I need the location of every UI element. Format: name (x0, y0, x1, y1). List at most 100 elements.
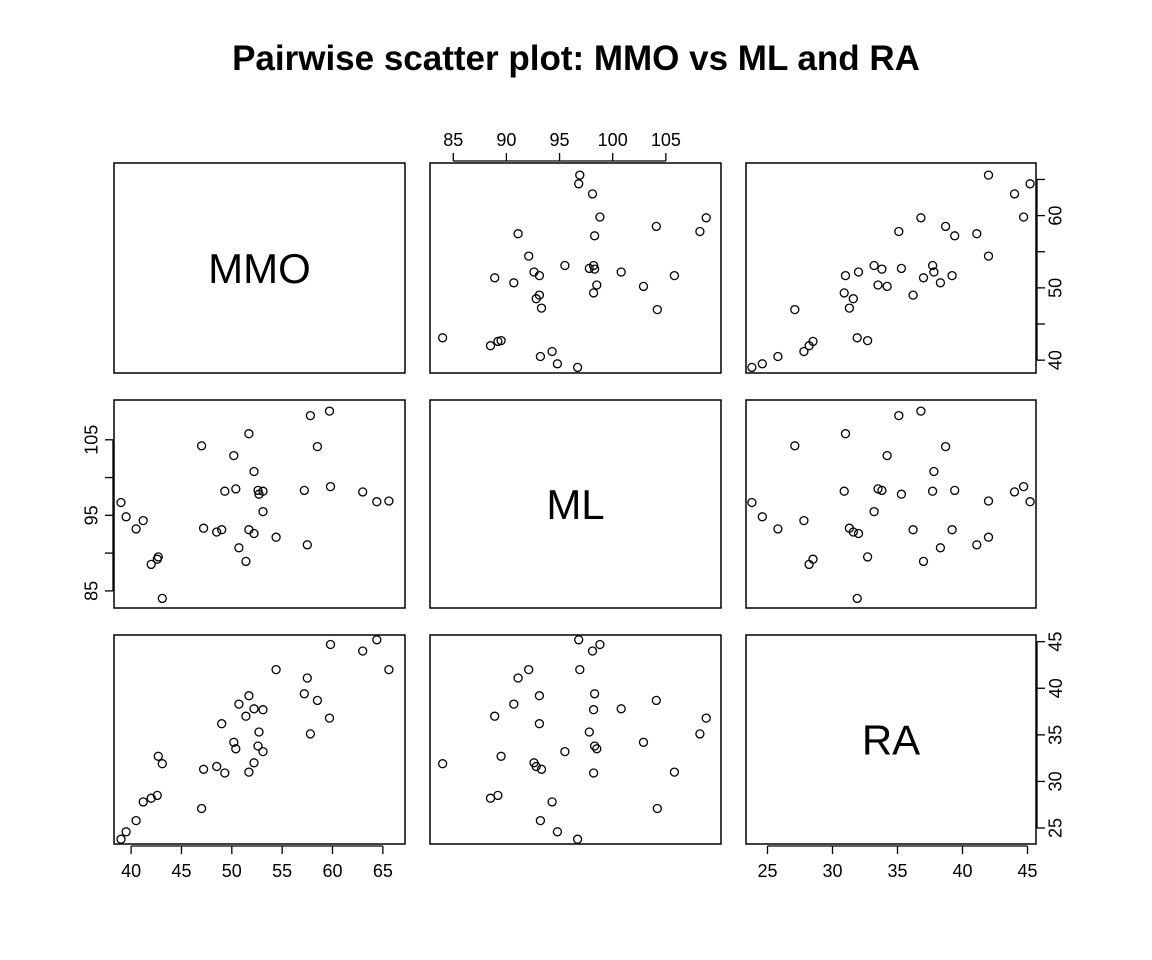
point-mmo-ml-6 (496, 335, 506, 346)
bottom-axis-mmo-tick-label: 50 (222, 861, 242, 881)
point-ml-mmo-26 (299, 485, 309, 496)
right-axis-ra-tick-label: 35 (1046, 725, 1066, 745)
point-ml-mmo-4 (146, 559, 156, 570)
point-ml-ra-15 (935, 543, 946, 553)
point-mmo-ra-17 (947, 270, 957, 281)
point-mmo-ra-11 (908, 290, 918, 300)
top-axis-ml-tick-label: 100 (598, 130, 628, 150)
point-mmo-ra-34 (983, 170, 994, 180)
point-ml-ra-8 (790, 441, 800, 451)
bottom-axis-mmo-tick-label: 60 (322, 861, 342, 881)
top-axis-ml-tick-label: 90 (496, 130, 516, 150)
point-ml-ra-21 (877, 485, 887, 496)
point-ra-mmo-26 (299, 689, 309, 699)
point-ra-ml-23 (588, 705, 599, 715)
point-ra-mmo-6 (153, 751, 163, 761)
right-axis-mmo-tick-label: 50 (1046, 278, 1066, 298)
point-ra-ml-2 (535, 815, 546, 826)
diagonal-label-mmo: MMO (208, 245, 311, 292)
point-ra-ml-31 (595, 639, 605, 650)
top-axis-ml-tick-label: 105 (651, 130, 681, 150)
point-ra-ml-0 (572, 834, 583, 844)
point-mmo-ml-0 (572, 362, 583, 373)
point-mmo-ra-5 (808, 336, 818, 347)
point-ml-ra-3 (799, 515, 809, 526)
point-ml-mmo-25 (271, 532, 281, 542)
point-ml-ra-7 (852, 593, 862, 604)
top-axis-ml-tick-label: 95 (550, 130, 570, 150)
point-ml-ra-33 (1025, 497, 1035, 507)
point-ml-mmo-16 (241, 556, 251, 567)
panels: MMOMLRA859095100105404550556065859095100… (82, 130, 1066, 881)
point-mmo-ml-16 (490, 273, 500, 283)
point-ra-mmo-2 (131, 815, 141, 826)
point-ml-ra-23 (927, 486, 938, 496)
point-mmo-ra-1 (757, 359, 767, 369)
point-ra-ml-26 (589, 689, 600, 699)
point-ra-mmo-3 (138, 797, 148, 807)
point-ml-mmo-19 (249, 528, 259, 539)
point-ra-ml-6 (496, 751, 506, 761)
point-mmo-ml-9 (536, 303, 547, 313)
point-ml-ra-0 (747, 497, 757, 508)
point-ml-ra-13 (882, 450, 892, 461)
point-mmo-ra-2 (773, 351, 783, 362)
right-axis-mmo-tick-label: 60 (1046, 206, 1066, 226)
point-ml-ra-2 (773, 524, 783, 534)
point-ml-ra-32 (1009, 487, 1020, 497)
point-ra-ml-24 (560, 746, 570, 757)
point-ra-mmo-27 (302, 673, 312, 683)
left-axis-ml-tick-label: 95 (82, 505, 102, 525)
point-mmo-ml-27 (513, 229, 523, 239)
point-ra-mmo-21 (253, 741, 263, 751)
point-mmo-ml-23 (588, 260, 599, 271)
point-mmo-ml-20 (616, 267, 626, 277)
point-mmo-ra-22 (896, 263, 907, 274)
point-mmo-ra-24 (869, 260, 879, 271)
point-ra-mmo-19 (249, 758, 259, 768)
point-ra-ml-30 (701, 713, 711, 723)
point-ml-mmo-12 (220, 486, 230, 496)
point-mmo-ml-13 (638, 281, 649, 292)
right-axis-ra-tick-label: 40 (1046, 678, 1066, 698)
diagonal-label-ra: RA (862, 717, 920, 764)
point-ml-mmo-23 (258, 486, 268, 496)
point-ml-ra-25 (983, 532, 994, 542)
point-ml-ra-16 (918, 556, 929, 567)
point-ra-mmo-1 (121, 827, 131, 837)
point-ml-mmo-28 (305, 410, 316, 421)
point-mmo-ml-2 (535, 351, 546, 362)
point-ra-mmo-17 (244, 691, 254, 701)
bottom-axis-ra-tick-label: 45 (1017, 861, 1037, 881)
point-mmo-ra-25 (983, 251, 994, 261)
bottom-axis-ra-tick-label: 35 (887, 861, 907, 881)
point-ml-ra-12 (839, 486, 849, 496)
point-mmo-ra-13 (882, 281, 892, 292)
point-mmo-ra-12 (839, 288, 849, 298)
point-ra-mmo-5 (152, 790, 162, 801)
point-ra-mmo-28 (305, 729, 316, 739)
point-mmo-ra-8 (790, 304, 800, 315)
point-mmo-ra-7 (852, 333, 862, 343)
point-ra-mmo-16 (241, 711, 251, 721)
point-ml-mmo-31 (325, 481, 336, 492)
point-ra-ml-5 (493, 790, 503, 801)
point-mmo-ml-26 (589, 231, 600, 241)
point-ml-ra-20 (929, 466, 939, 477)
left-axis-ml-tick-label: 105 (82, 425, 102, 455)
point-ra-mmo-4 (146, 793, 156, 803)
point-mmo-ml-7 (437, 333, 448, 343)
point-mmo-ml-28 (695, 226, 705, 237)
point-mmo-ra-31 (1018, 212, 1029, 222)
point-mmo-ra-21 (877, 264, 887, 274)
point-ml-ra-30 (916, 406, 926, 416)
point-ra-ml-13 (638, 737, 649, 747)
point-mmo-ml-19 (529, 267, 539, 277)
point-mmo-ra-10 (848, 294, 858, 304)
point-ml-mmo-10 (212, 527, 222, 537)
point-ml-mmo-29 (312, 441, 323, 452)
point-ml-mmo-30 (324, 406, 335, 416)
point-ra-mmo-8 (196, 803, 207, 814)
point-mmo-ra-14 (873, 280, 883, 290)
